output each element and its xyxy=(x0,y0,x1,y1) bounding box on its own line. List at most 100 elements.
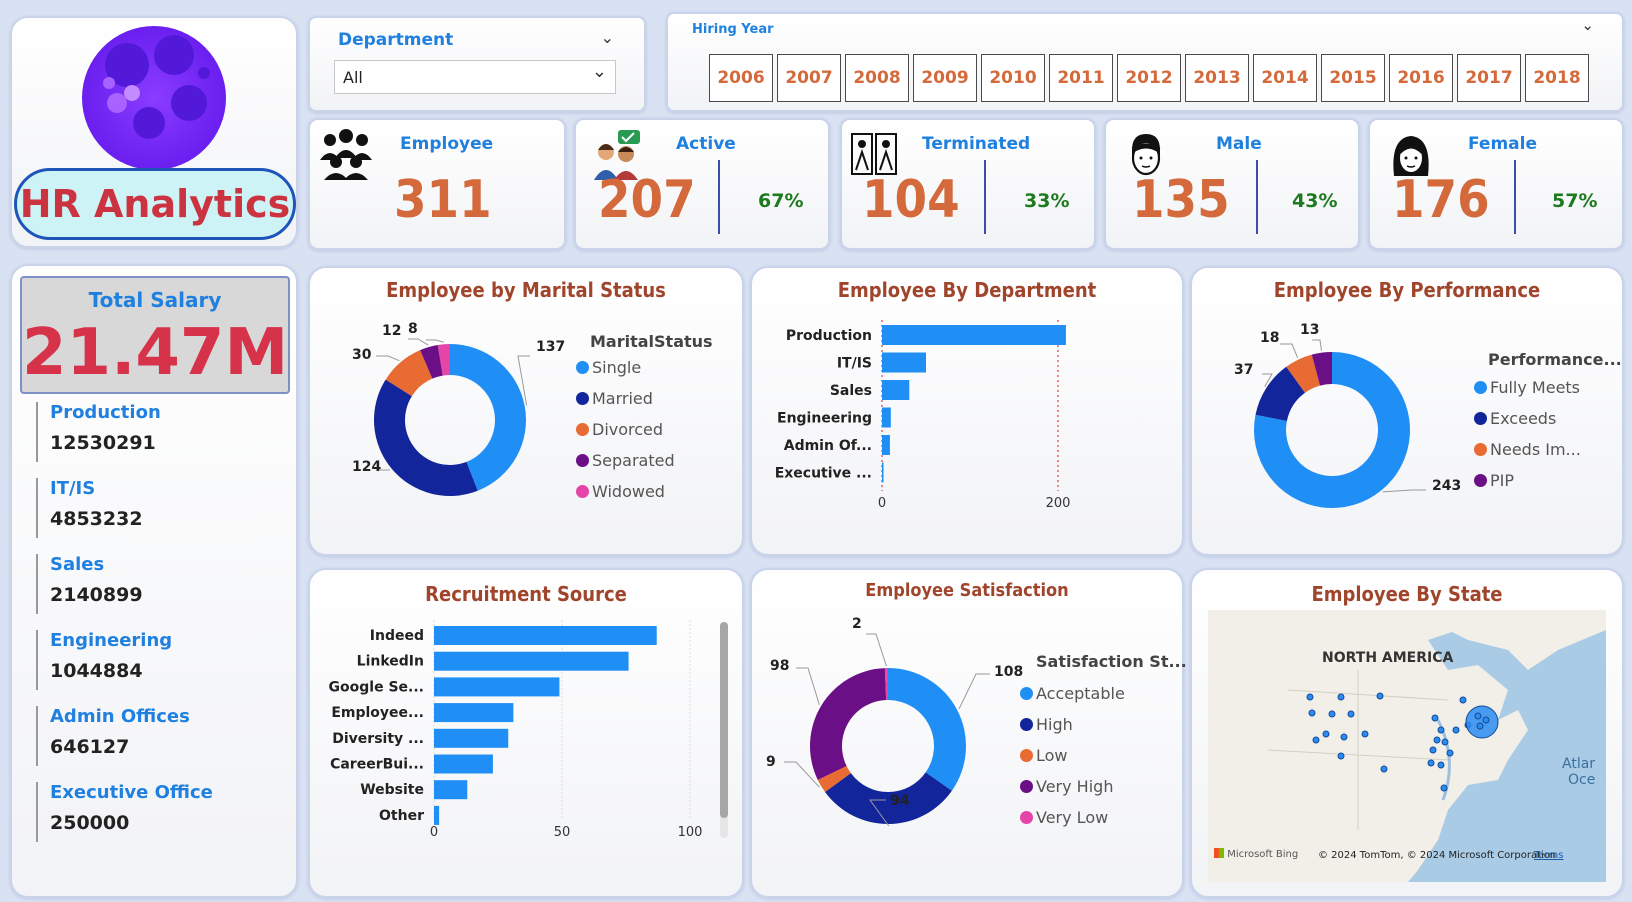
bar[interactable] xyxy=(882,462,884,483)
donut-slice[interactable] xyxy=(437,344,450,376)
legend-item[interactable]: PIP xyxy=(1474,471,1514,490)
hiring-year-card: Hiring Year ⌄ 2006 2007 2008 2009 2010 2… xyxy=(666,12,1624,112)
donut-slice[interactable] xyxy=(1255,366,1306,421)
tick-label: 0 xyxy=(878,496,886,511)
chart-title: Employee By State xyxy=(1311,582,1503,606)
tick-label: 50 xyxy=(554,825,571,840)
state-map[interactable]: NORTH AMERICA Atlar Oce Microsoft Bing ©… xyxy=(1208,610,1606,882)
dept-salary: 12530291 xyxy=(50,432,156,454)
year-btn[interactable]: 2006 xyxy=(709,54,773,102)
year-label: 2012 xyxy=(1125,68,1173,88)
legend-item[interactable]: High xyxy=(1020,715,1073,734)
leader-line xyxy=(1262,373,1273,388)
bar[interactable] xyxy=(434,626,657,645)
donut-slice[interactable] xyxy=(817,765,851,793)
legend-item[interactable]: Needs Im... xyxy=(1474,440,1581,459)
bar[interactable] xyxy=(434,728,509,748)
bar[interactable] xyxy=(434,703,514,723)
marital-donut-chart: 137 124 30 12 8 xyxy=(352,321,565,496)
legend-dot xyxy=(1020,687,1033,700)
bar[interactable] xyxy=(434,754,493,774)
donut-slice[interactable] xyxy=(450,344,526,491)
bar[interactable] xyxy=(882,407,891,428)
scrollbar-thumb[interactable] xyxy=(720,622,728,818)
year-btn[interactable]: 2009 xyxy=(913,54,977,102)
map-ocean-label: Atlar xyxy=(1562,756,1596,772)
leader-line xyxy=(796,667,820,705)
bar[interactable] xyxy=(434,677,560,697)
kpi-active-value: 207 xyxy=(598,170,696,230)
legend-item[interactable]: Acceptable xyxy=(1020,684,1125,703)
year-btn[interactable]: 2011 xyxy=(1049,54,1113,102)
year-btn[interactable]: 2010 xyxy=(981,54,1045,102)
year-label: 2011 xyxy=(1057,68,1105,88)
data-label: 9 xyxy=(766,754,776,770)
legend-item[interactable]: Low xyxy=(1020,746,1068,765)
data-label: 8 xyxy=(408,321,418,337)
bar[interactable] xyxy=(434,780,468,800)
legend-item[interactable]: Married xyxy=(576,389,653,408)
year-btn[interactable]: 2013 xyxy=(1185,54,1249,102)
satisfaction-card: Employee Satisfaction 108 94 9 98 2 Satisfac… xyxy=(750,568,1187,898)
kpi-divider xyxy=(1256,160,1258,234)
donut-slice[interactable] xyxy=(825,772,952,824)
bar[interactable] xyxy=(882,352,926,373)
year-btn[interactable]: 2008 xyxy=(845,54,909,102)
donut-slice[interactable] xyxy=(1311,352,1332,386)
chevron-down-icon[interactable]: ⌄ xyxy=(1581,16,1594,34)
legend-label: Separated xyxy=(592,451,675,470)
donut-slice[interactable] xyxy=(1286,354,1321,393)
department-bar-chart: Production IT/IS Sales Engineering Admin Of.… xyxy=(775,318,1070,511)
leader-line xyxy=(408,338,429,346)
bar[interactable] xyxy=(434,805,440,825)
chevron-down-icon[interactable]: ⌄ xyxy=(600,28,614,47)
leader-line xyxy=(1382,489,1426,493)
scrollbar[interactable] xyxy=(720,622,728,838)
kpi-female-card: Female 176 57% xyxy=(1368,118,1624,250)
legend-label: PIP xyxy=(1490,471,1515,490)
leader-line xyxy=(1280,343,1299,358)
department-select[interactable]: All ⌄ xyxy=(334,60,616,94)
donut-slice[interactable] xyxy=(385,350,433,397)
legend-item[interactable]: Exceeds xyxy=(1474,409,1556,428)
legend-item[interactable]: Fully Meets xyxy=(1474,378,1580,397)
year-btn[interactable]: 2012 xyxy=(1117,54,1181,102)
donut-slice[interactable] xyxy=(888,668,966,791)
year-btn[interactable]: 2018 xyxy=(1525,54,1589,102)
legend-label: Fully Meets xyxy=(1490,378,1581,397)
map-terms-link[interactable]: Terms xyxy=(1534,850,1564,861)
donut-slice[interactable] xyxy=(884,668,888,701)
legend-item[interactable]: Very Low xyxy=(1020,808,1108,827)
donut-slice[interactable] xyxy=(810,668,887,780)
year-btn[interactable]: 2015 xyxy=(1321,54,1385,102)
female-icon xyxy=(1393,136,1429,176)
year-btn[interactable]: 2007 xyxy=(777,54,841,102)
legend-item[interactable]: Divorced xyxy=(576,420,663,439)
donut-slice[interactable] xyxy=(1254,352,1410,509)
legend-label: Married xyxy=(592,389,653,408)
legend-item[interactable]: Very High xyxy=(1020,777,1113,796)
bing-label: Microsoft Bing xyxy=(1227,849,1299,860)
kpi-active-label: Active xyxy=(676,134,736,154)
kpi-active-pct: 67% xyxy=(758,190,804,212)
donut-slice[interactable] xyxy=(374,379,478,496)
legend-dot xyxy=(576,423,589,436)
bar[interactable] xyxy=(882,435,890,455)
legend-dot xyxy=(1474,443,1487,456)
year-btn[interactable]: 2017 xyxy=(1457,54,1521,102)
bar[interactable] xyxy=(882,325,1066,345)
legend-item[interactable]: Separated xyxy=(576,451,675,470)
chart-title: Employee By Performance xyxy=(1273,278,1541,302)
donut-slice[interactable] xyxy=(420,344,443,379)
legend-title: Satisfaction St... xyxy=(1036,652,1187,671)
year-btn[interactable]: 2014 xyxy=(1253,54,1317,102)
data-label: 98 xyxy=(770,658,789,674)
legend-item[interactable]: Widowed xyxy=(576,482,665,501)
legend-item[interactable]: Single xyxy=(576,358,641,377)
bar[interactable] xyxy=(434,651,629,671)
legend-label: Single xyxy=(592,358,642,377)
year-btn[interactable]: 2016 xyxy=(1389,54,1453,102)
leader-line xyxy=(869,799,890,827)
dept-divider xyxy=(36,706,38,766)
bar[interactable] xyxy=(882,380,910,400)
